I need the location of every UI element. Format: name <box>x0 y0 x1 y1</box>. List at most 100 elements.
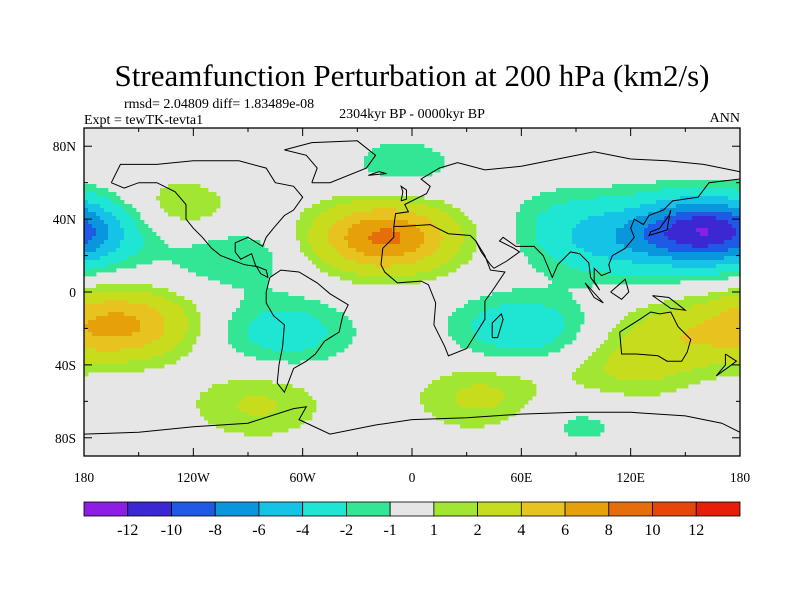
field-cell <box>692 300 697 305</box>
field-cell <box>364 212 369 217</box>
field-cell <box>684 196 689 201</box>
field-cell <box>252 292 257 297</box>
field-cell <box>160 328 165 333</box>
field-cell <box>500 304 505 309</box>
field-cell <box>668 244 673 249</box>
field-cell <box>468 320 473 325</box>
field-cell <box>368 232 373 237</box>
field-cell <box>96 288 101 293</box>
field-cell <box>324 320 329 325</box>
field-cell <box>676 340 681 345</box>
field-cell <box>416 160 421 165</box>
field-cell <box>140 240 145 245</box>
field-cell <box>556 200 561 205</box>
field-cell <box>596 348 601 353</box>
field-cell <box>572 220 577 225</box>
field-cell <box>324 256 329 261</box>
field-cell <box>444 252 449 257</box>
field-cell <box>564 204 569 209</box>
field-cell <box>532 320 537 325</box>
field-cell <box>616 364 621 369</box>
field-cell <box>92 208 97 213</box>
field-cell <box>192 264 197 269</box>
field-cell <box>652 348 657 353</box>
field-cell <box>420 160 425 165</box>
field-cell <box>648 328 653 333</box>
field-cell <box>692 220 697 225</box>
field-cell <box>480 332 485 337</box>
field-cell <box>528 352 533 357</box>
field-cell <box>456 224 461 229</box>
field-cell <box>108 244 113 249</box>
field-cell <box>136 216 141 221</box>
field-cell <box>576 272 581 277</box>
field-cell <box>104 332 109 337</box>
field-cell <box>372 252 377 257</box>
field-cell <box>712 244 717 249</box>
field-cell <box>664 344 669 349</box>
field-cell <box>668 332 673 337</box>
field-cell <box>100 304 105 309</box>
field-cell <box>220 248 225 253</box>
field-cell <box>668 300 673 305</box>
field-cell <box>732 332 737 337</box>
field-cell <box>564 240 569 245</box>
field-cell <box>264 264 269 269</box>
field-cell <box>96 328 101 333</box>
field-cell <box>664 232 669 237</box>
field-cell <box>356 224 361 229</box>
field-cell <box>380 196 385 201</box>
field-cell <box>696 340 701 345</box>
field-cell <box>564 312 569 317</box>
field-cell <box>192 208 197 213</box>
field-cell <box>544 304 549 309</box>
field-cell <box>232 256 237 261</box>
field-cell <box>604 232 609 237</box>
field-cell <box>416 168 421 173</box>
field-cell <box>700 300 705 305</box>
field-cell <box>400 260 405 265</box>
field-cell <box>584 252 589 257</box>
field-cell <box>132 292 137 297</box>
field-cell <box>292 296 297 301</box>
field-cell <box>88 312 93 317</box>
field-cell <box>576 248 581 253</box>
field-cell <box>628 212 633 217</box>
field-cell <box>712 196 717 201</box>
field-cell <box>604 352 609 357</box>
field-cell <box>612 256 617 261</box>
field-cell <box>164 324 169 329</box>
field-cell <box>476 340 481 345</box>
field-cell <box>388 216 393 221</box>
field-cell <box>604 348 609 353</box>
field-cell <box>268 304 273 309</box>
field-cell <box>628 328 633 333</box>
field-cell <box>400 216 405 221</box>
field-cell <box>496 320 501 325</box>
field-cell <box>456 216 461 221</box>
field-cell <box>296 220 301 225</box>
field-cell <box>724 192 729 197</box>
field-cell <box>592 212 597 217</box>
field-cell <box>96 232 101 237</box>
field-cell <box>536 296 541 301</box>
field-cell <box>124 360 129 365</box>
field-cell <box>304 232 309 237</box>
field-cell <box>132 312 137 317</box>
field-cell <box>124 364 129 369</box>
field-cell <box>688 256 693 261</box>
field-cell <box>296 224 301 229</box>
field-cell <box>672 324 677 329</box>
field-cell <box>344 332 349 337</box>
field-cell <box>372 204 377 209</box>
field-cell <box>128 260 133 265</box>
field-cell <box>364 272 369 277</box>
field-cell <box>716 204 721 209</box>
field-cell <box>260 320 265 325</box>
field-cell <box>324 352 329 357</box>
field-cell <box>564 228 569 233</box>
field-cell <box>180 296 185 301</box>
field-cell <box>672 248 677 253</box>
field-cell <box>468 220 473 225</box>
field-cell <box>380 204 385 209</box>
